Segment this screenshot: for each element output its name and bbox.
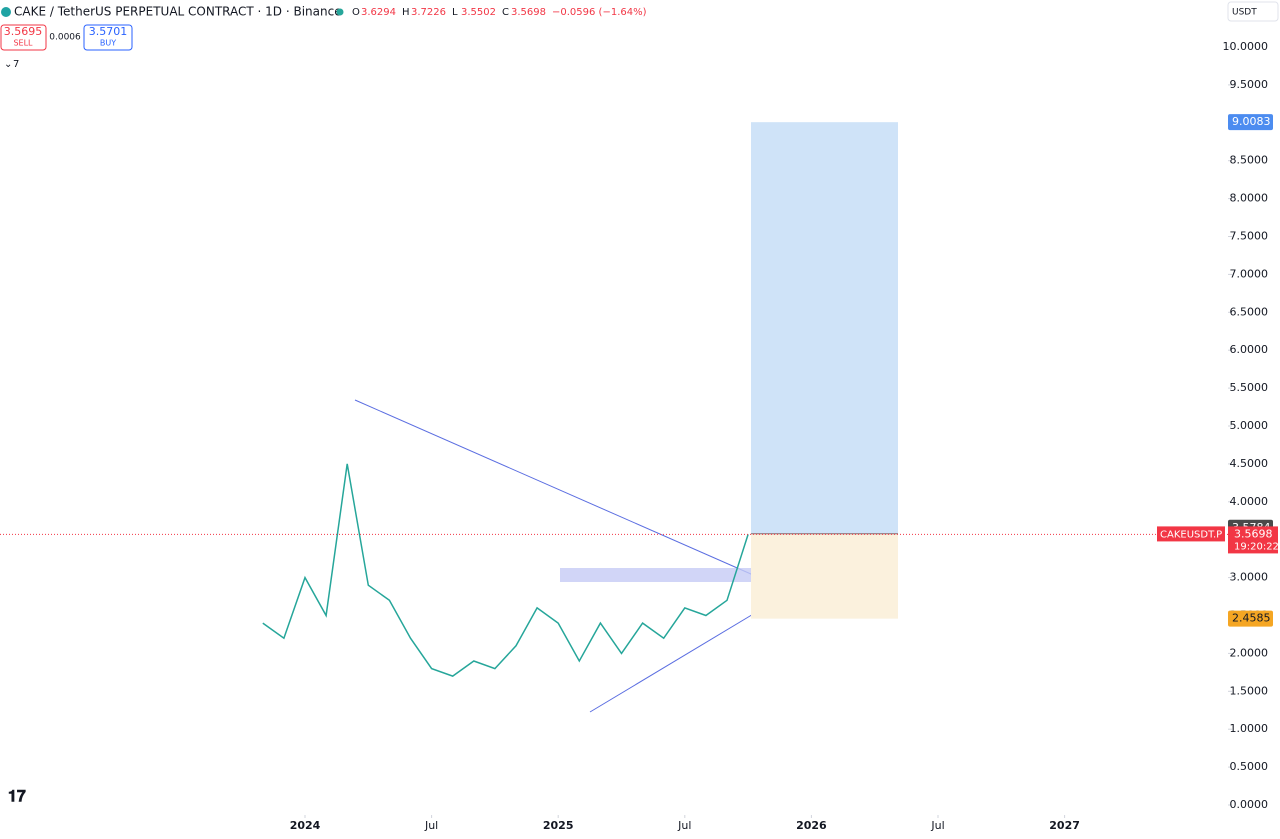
- indicators-toggle[interactable]: ⌄: [4, 59, 12, 70]
- zone: [560, 568, 755, 582]
- y-tick-label: 8.5000: [1230, 154, 1269, 167]
- ohlc-label: O: [352, 7, 360, 18]
- x-tick-label: Jul: [677, 819, 691, 832]
- currency-select[interactable]: [1227, 1, 1279, 22]
- y-tick-label: 3.0000: [1230, 571, 1269, 584]
- price-line: [262, 463, 749, 677]
- stop-label: 2.4585: [1232, 612, 1271, 625]
- symbol-icon: [1, 7, 11, 17]
- spread: 0.0006: [49, 33, 81, 43]
- ohlc-label: H: [402, 7, 410, 18]
- ohlc: O 3.6294 H 3.7226 L 3.5502 C 3.5698 −0.0596 (−1.…: [352, 7, 647, 18]
- x-tick-label: Jul: [930, 819, 944, 832]
- ohlc-label: C: [502, 7, 509, 18]
- target-label: 9.0083: [1232, 115, 1271, 128]
- y-tick-label: 6.5000: [1230, 305, 1269, 318]
- x-tick-label: 2026: [796, 819, 827, 832]
- y-tick-label: 8.0000: [1230, 192, 1269, 205]
- symbol-tag: CAKEUSDT.P: [1160, 529, 1222, 540]
- indicators-count[interactable]: 7: [13, 59, 19, 70]
- buy-button[interactable]: [83, 24, 133, 51]
- currency: USDT: [1232, 8, 1257, 18]
- symbol-title: CAKE / TetherUS PERPETUAL CONTRACT · 1D …: [14, 5, 342, 19]
- target-label-bg: [1228, 114, 1273, 131]
- y-tick-label: 4.0000: [1230, 495, 1269, 508]
- countdown: 19:20:22: [1234, 541, 1279, 552]
- ohlc-value: 3.6294: [361, 7, 396, 18]
- stop-zone: [751, 533, 898, 619]
- x-tick-label: Jul: [424, 819, 438, 832]
- y-tick-label: 5.5000: [1230, 381, 1269, 394]
- y-tick-label: 9.5000: [1230, 78, 1269, 91]
- status-dot: [336, 8, 344, 16]
- y-tick-label: 1.0000: [1230, 722, 1269, 735]
- target-zone: [751, 122, 898, 534]
- y-tick-label: 7.5000: [1230, 230, 1269, 243]
- buy-label: BUY: [100, 39, 116, 48]
- last-price-bg: [1228, 526, 1278, 554]
- sell-label: SELL: [13, 39, 33, 48]
- y-tick-label: 5.0000: [1230, 419, 1269, 432]
- last-price: 3.5698: [1234, 527, 1273, 540]
- sell-price: 3.5695: [4, 25, 43, 38]
- trendline: [589, 609, 761, 713]
- y-tick-label: 0.5000: [1230, 760, 1269, 773]
- y-tick-label: 4.5000: [1230, 457, 1269, 470]
- ohlc-value: 3.7226: [411, 7, 446, 18]
- y-tick-label: 0.0000: [1230, 798, 1269, 811]
- y-tick-label: 2.0000: [1230, 646, 1269, 659]
- x-tick-label: 2024: [290, 819, 321, 832]
- sell-button[interactable]: [0, 24, 47, 51]
- stop-label-bg: [1228, 610, 1273, 627]
- ohlc-value: 3.5502: [461, 7, 496, 18]
- change: −0.0596 (−1.64%): [552, 7, 647, 18]
- ohlc-value: 3.5698: [511, 7, 546, 18]
- buy-price: 3.5701: [89, 25, 128, 38]
- x-tick-label: 2027: [1049, 819, 1080, 832]
- y-tick-label: 10.0000: [1223, 40, 1269, 53]
- y-tick-label: 7.0000: [1230, 267, 1269, 280]
- y-tick-label: 1.5000: [1230, 684, 1269, 697]
- y-tick-label: 6.0000: [1230, 343, 1269, 356]
- symbol-tag-bg: [1157, 526, 1225, 542]
- x-tick-label: 2025: [543, 819, 574, 832]
- logo: 𝟏𝟕: [8, 787, 26, 806]
- ohlc-label: L: [452, 7, 458, 18]
- trendline: [354, 399, 761, 579]
